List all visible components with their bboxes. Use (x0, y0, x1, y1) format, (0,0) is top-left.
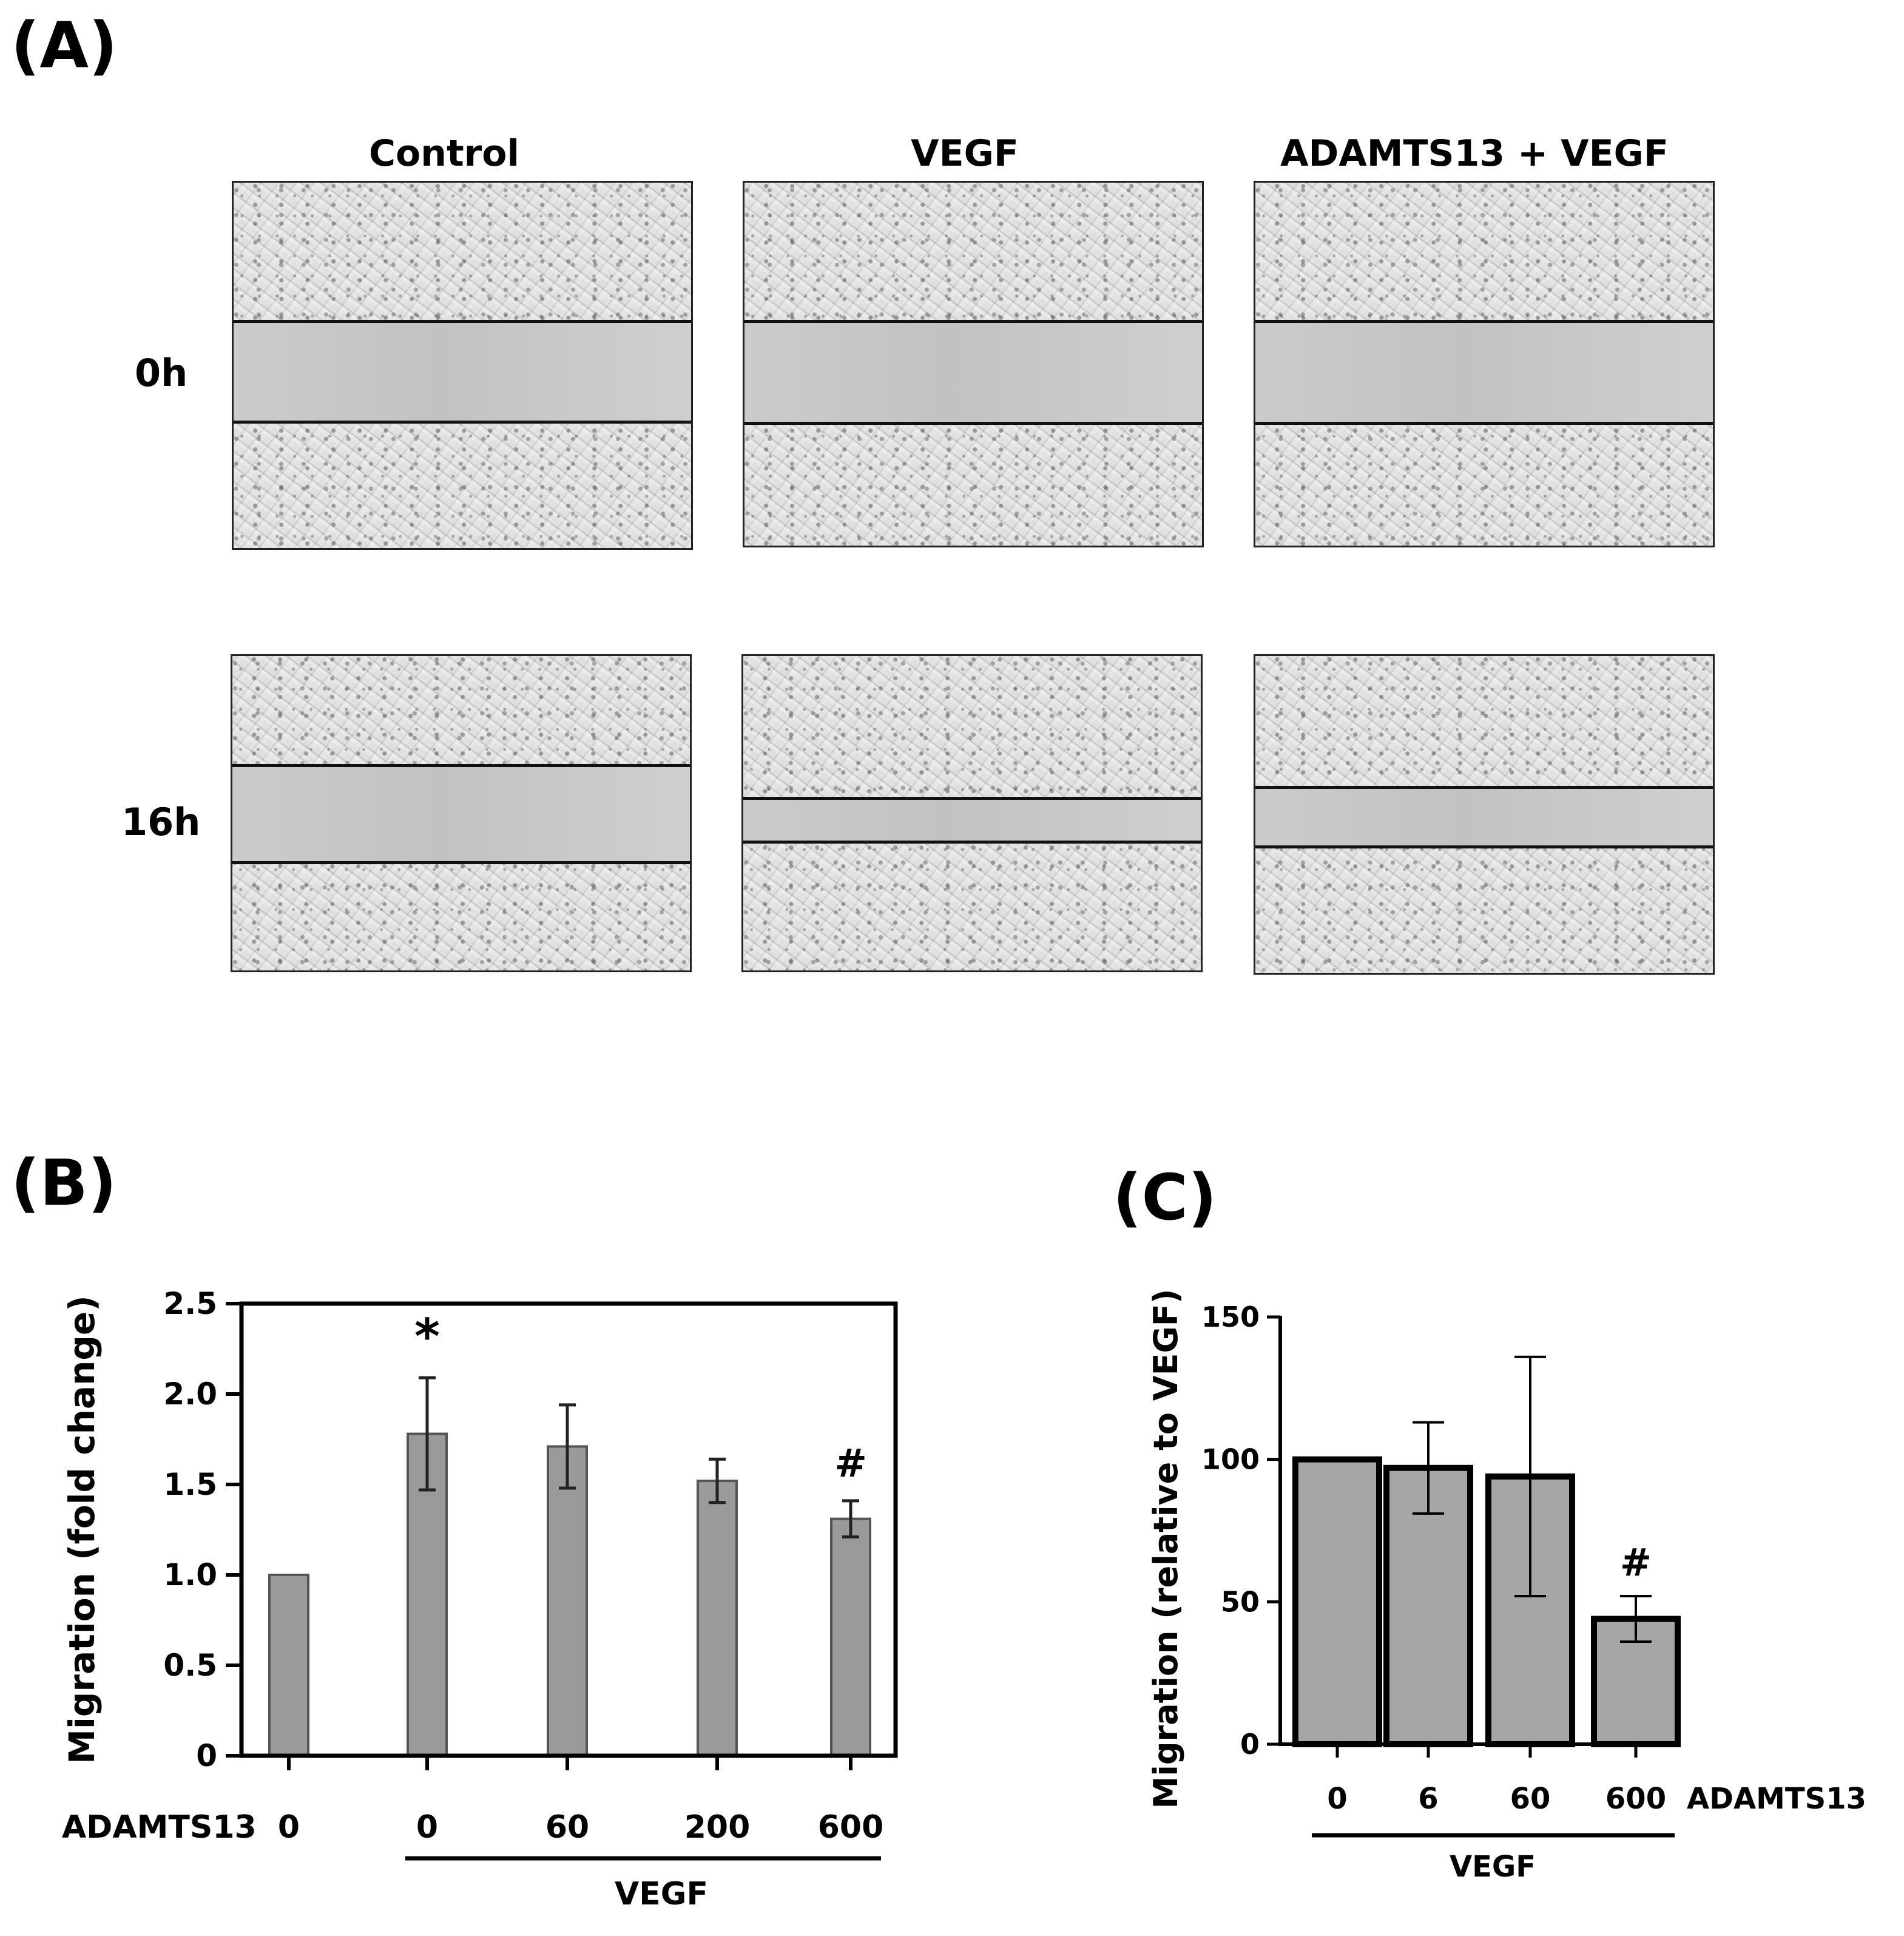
micrograph-control-16h (231, 654, 692, 972)
category-label-c-0: 0 (1327, 1782, 1347, 1816)
micrograph-adamts13-vegf-16h (1254, 654, 1715, 975)
row-label-0h: 0h (135, 351, 188, 395)
category-label-b-1: 0 (416, 1809, 438, 1846)
panel-c-label: (C) (1113, 1160, 1217, 1234)
micrograph-adamts13-vegf-0h (1254, 181, 1715, 547)
significance-star-b: * (414, 1308, 440, 1365)
chart-c: 0 50 100 150 0 6 60 600 Migration (relative to V… (1147, 1289, 1866, 1884)
y-tick-label-c-2: 100 (1201, 1443, 1260, 1476)
chart-b: 0 0.5 1.0 1.5 2.0 2.5 Migration (fold change) A… (61, 1286, 898, 1912)
vegf-group-label-b: VEGF (615, 1876, 708, 1912)
y-tick-label-b-1: 0.5 (163, 1648, 217, 1683)
y-axis-label-b: Migration (fold change) (61, 1295, 103, 1764)
column-title-control: Control (368, 132, 520, 175)
micrograph-vegf-16h (741, 654, 1203, 972)
micrograph-control-0h (232, 181, 693, 550)
y-tick-label-c-3: 150 (1201, 1301, 1260, 1333)
panel-b-label: (B) (11, 1146, 117, 1220)
y-tick-label-c-1: 50 (1221, 1585, 1260, 1618)
y-tick-label-b-3: 1.5 (163, 1467, 217, 1502)
y-tick-label-b-4: 2.0 (163, 1376, 217, 1412)
vegf-group-label-c: VEGF (1450, 1850, 1536, 1884)
category-label-c-3: 600 (1605, 1782, 1666, 1816)
category-label-b-3: 200 (684, 1809, 751, 1846)
y-tick-label-b-2: 1.0 (163, 1557, 217, 1592)
bar-b-2 (547, 1445, 588, 1757)
panel-a-label: (A) (11, 8, 118, 83)
row-label-16h: 16h (121, 800, 201, 844)
column-title-adamts13-vegf: ADAMTS13 + VEGF (1280, 132, 1669, 175)
y-tick-label-c-0: 0 (1240, 1728, 1260, 1761)
adamts13-row-label-c: ADAMTS13 (1687, 1782, 1866, 1816)
adamts13-row-label-b: ADAMTS13 (62, 1809, 257, 1846)
bar-b-4 (830, 1517, 871, 1757)
category-label-c-2: 60 (1510, 1782, 1551, 1816)
category-label-b-2: 60 (545, 1809, 589, 1846)
category-label-b-0: 0 (278, 1809, 300, 1846)
bar-c-0 (1292, 1456, 1382, 1747)
category-label-c-1: 6 (1418, 1782, 1438, 1816)
micrograph-vegf-0h (743, 181, 1204, 547)
bar-b-3 (697, 1480, 738, 1757)
category-label-b-4: 600 (818, 1809, 884, 1846)
y-tick-label-b-0: 0 (196, 1738, 217, 1773)
significance-hash-c: # (1620, 1540, 1652, 1585)
y-axis-label-c: Migration (relative to VEGF) (1147, 1289, 1185, 1809)
y-tick-label-b-5: 2.5 (163, 1286, 217, 1321)
significance-hash-b: # (834, 1441, 867, 1486)
bar-b-0 (268, 1574, 309, 1757)
column-title-vegf: VEGF (911, 132, 1019, 175)
